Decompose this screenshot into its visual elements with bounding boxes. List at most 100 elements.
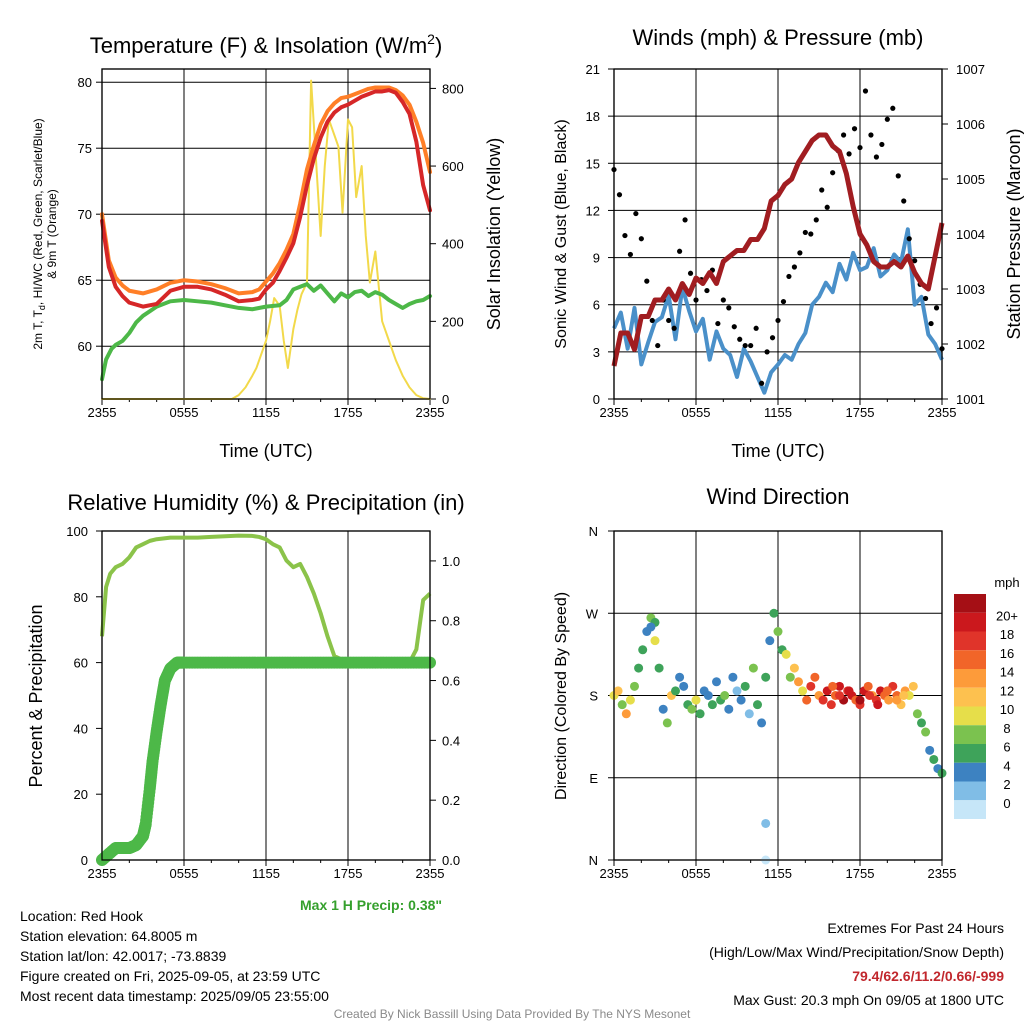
- series-line: [100, 85, 432, 296]
- colorbar-swatch: [954, 706, 986, 726]
- direction-point: [908, 681, 918, 691]
- y-right-tick-label: 1007: [956, 62, 985, 77]
- x-tick-label: 1155: [252, 405, 280, 420]
- gust-point: [731, 324, 737, 330]
- direction-point: [720, 691, 730, 700]
- max-precip-label: Max 1 H Precip: 0.38": [300, 897, 443, 913]
- direction-point: [865, 691, 875, 700]
- y-tick-label: 6: [593, 298, 600, 313]
- direction-point: [873, 700, 883, 710]
- gust-point: [633, 210, 639, 217]
- direction-point: [744, 709, 754, 719]
- x-axis-label: Time (UTC): [219, 441, 312, 461]
- direction-point: [761, 672, 771, 682]
- x-tick-label: 1755: [846, 866, 875, 881]
- y-right-tick-label: 0.8: [442, 614, 460, 629]
- x-tick-label: 2355: [416, 866, 445, 881]
- direction-point: [818, 695, 828, 705]
- gust-point: [780, 298, 787, 305]
- direction-point: [695, 709, 705, 719]
- gust-point: [901, 198, 907, 204]
- colorbar-label: 18: [1000, 627, 1014, 642]
- y-right-tick-label: 1.0: [442, 554, 460, 569]
- plot-frame-top: [613, 530, 943, 861]
- x-tick-label: 2355: [416, 405, 445, 420]
- y-axis-label: Direction (Colored By Speed): [553, 592, 570, 800]
- chart-title: Wind Direction: [706, 484, 849, 509]
- direction-point: [707, 700, 717, 710]
- gust-point: [906, 236, 912, 242]
- extremes-block: Extremes For Past 24 Hours (High/Low/Max…: [709, 916, 1004, 1012]
- gust-point: [786, 273, 792, 280]
- direction-point: [925, 745, 935, 755]
- colorbar-swatch: [954, 762, 986, 782]
- gust-point: [655, 342, 661, 349]
- y-axis-label-line2: & 9m T (Orange): [45, 189, 59, 279]
- gust-point: [879, 141, 885, 148]
- direction-point: [802, 695, 812, 705]
- x-tick-label: 0555: [170, 405, 199, 420]
- y-tick-label: 15: [586, 156, 600, 171]
- direction-point: [917, 718, 926, 728]
- y-right-tick-label: 800: [442, 81, 464, 96]
- y-right-tick-label: 1001: [956, 392, 985, 407]
- gust-point: [649, 317, 655, 324]
- gust-point: [764, 349, 770, 355]
- gust-point: [742, 342, 748, 349]
- y-right-tick-label: 0: [442, 392, 449, 407]
- series-line: [101, 79, 431, 400]
- y-tick-label: 65: [78, 273, 92, 288]
- y-tick-label: 0: [593, 392, 600, 407]
- gust-point: [868, 132, 874, 138]
- colorbar-unit: mph: [994, 575, 1019, 590]
- gust-point: [671, 325, 677, 331]
- gust-point: [933, 305, 940, 311]
- gust-point: [923, 295, 929, 302]
- direction-point: [773, 627, 783, 637]
- direction-point: [785, 672, 795, 682]
- gust-point: [693, 297, 699, 303]
- direction-point: [789, 663, 799, 673]
- colorbar-swatch: [954, 669, 986, 688]
- y-tick-label: 70: [78, 207, 92, 222]
- x-tick-label: 1755: [846, 405, 875, 420]
- y-right-tick-label: 200: [442, 314, 464, 329]
- gust-point: [753, 325, 759, 331]
- direction-point: [835, 681, 844, 691]
- direction-point: [740, 681, 750, 691]
- gust-point: [627, 251, 634, 258]
- gust-point: [802, 229, 808, 236]
- direction-point: [658, 704, 668, 714]
- x-tick-label: 2355: [88, 405, 117, 420]
- colorbar-label: 10: [1000, 702, 1014, 717]
- y-tick-label: N: [589, 853, 598, 868]
- x-tick-label: 0555: [170, 866, 199, 881]
- direction-point: [753, 700, 762, 710]
- colorbar-label: 20+: [996, 608, 1018, 623]
- gust-point: [704, 287, 710, 294]
- direction-point: [621, 709, 631, 719]
- direction-point: [634, 663, 644, 673]
- gust-point: [890, 105, 896, 111]
- direction-point: [892, 695, 902, 705]
- x-tick-label: 1755: [334, 866, 363, 881]
- colorbar-label: 12: [1000, 683, 1014, 698]
- colorbar-swatch: [954, 594, 986, 613]
- chart-title: Temperature (F) & Insolation (W/m2): [90, 31, 443, 58]
- direction-point: [794, 677, 803, 687]
- wind-line: [612, 227, 944, 395]
- y-axis-label: Sonic Wind & Gust (Blue, Black): [553, 119, 570, 348]
- y-tick-label: 75: [78, 141, 92, 156]
- gust-point: [666, 317, 672, 324]
- gust-point: [715, 320, 721, 327]
- gust-point: [638, 236, 644, 242]
- y-right-tick-label: 1002: [956, 337, 985, 352]
- gust-point: [748, 342, 754, 349]
- gust-point: [622, 232, 628, 239]
- direction-point: [654, 663, 664, 673]
- max-gust-text: Max Gust: 20.3 mph On 09/05 at 1800 UTC: [733, 992, 1004, 1008]
- direction-point: [826, 700, 836, 710]
- gust-point: [682, 217, 688, 223]
- x-tick-label: 2355: [88, 866, 117, 881]
- series-line: [100, 282, 432, 382]
